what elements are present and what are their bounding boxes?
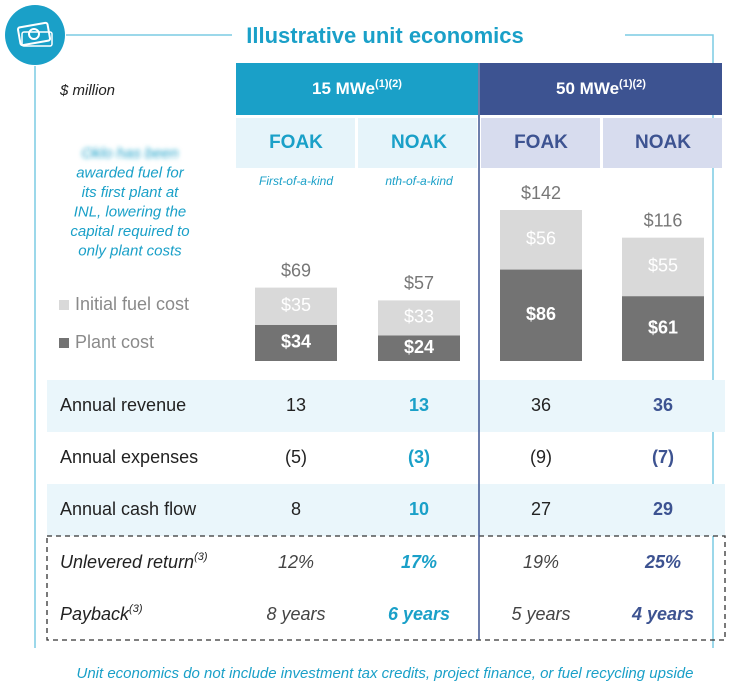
cell-value: 27 — [531, 499, 551, 519]
category-label: FOAK — [269, 132, 323, 153]
cell-value: 25% — [644, 552, 681, 572]
legend-label: Plant cost — [75, 332, 154, 352]
bar-value-label: $33 — [404, 307, 434, 327]
bar-segment — [255, 287, 337, 325]
legend-label: Initial fuel cost — [75, 294, 189, 314]
cell-value: 17% — [401, 552, 437, 572]
category-note: nth-of-a-kind — [385, 174, 453, 188]
title: Illustrative unit economics — [246, 23, 524, 48]
category-label: NOAK — [391, 132, 447, 153]
note-line: only plant costs — [78, 242, 182, 259]
cell-value: 5 years — [511, 604, 570, 624]
bar-value-label: $86 — [526, 304, 556, 324]
footnote-ref: (1)(2) — [375, 78, 402, 90]
row-label-text: Unlevered return — [60, 552, 194, 572]
footer: Unit economics do not include investment… — [77, 665, 694, 682]
cell-value: (9) — [530, 447, 552, 467]
bar-segment — [378, 300, 460, 336]
unit-note: $ million — [59, 82, 115, 99]
category-note: First-of-a-kind — [259, 174, 333, 188]
cell-value: 36 — [531, 395, 551, 415]
category-header — [481, 118, 600, 168]
note-line: awarded fuel for — [76, 164, 185, 181]
note-line: INL, lowering the — [74, 203, 187, 220]
bar-segment — [255, 324, 337, 361]
category-label: FOAK — [514, 132, 568, 153]
row-label: Annual cash flow — [60, 499, 197, 519]
row-label: Annual revenue — [60, 395, 186, 415]
cell-value: 13 — [409, 395, 429, 415]
cell-value: (3) — [408, 447, 430, 467]
bar-total-label: $142 — [521, 183, 561, 203]
category-header — [603, 118, 722, 168]
row-band — [47, 484, 725, 536]
row-label-text: Annual revenue — [60, 395, 186, 415]
legend-swatch — [59, 300, 69, 310]
bar-value-label: $35 — [281, 295, 311, 315]
cell-value: 13 — [286, 395, 306, 415]
row-label: Unlevered return(3) — [60, 551, 208, 572]
cell-value: (5) — [285, 447, 307, 467]
bar-value-label: $61 — [648, 317, 678, 337]
bar-segment — [378, 335, 460, 361]
cell-value: 4 years — [631, 604, 694, 624]
legend-swatch — [59, 338, 69, 348]
bar-value-label: $24 — [404, 337, 434, 357]
category-header — [358, 118, 477, 168]
cell-value: 36 — [653, 395, 673, 415]
note-line: capital required to — [70, 223, 189, 240]
footnote-ref: (3) — [129, 603, 143, 615]
cell-value: 12% — [278, 552, 314, 572]
bar-segment — [622, 237, 704, 297]
footnote-ref: (1)(2) — [619, 78, 646, 90]
note-line: its first plant at — [82, 184, 180, 201]
note-line: Oklo has been — [82, 145, 179, 162]
cell-value: 29 — [653, 499, 673, 519]
row-label-text: Annual expenses — [60, 447, 198, 467]
row-label-text: Annual cash flow — [60, 499, 197, 519]
frame — [34, 34, 714, 648]
group-header-label: 50 MWe(1)(2) — [556, 78, 646, 99]
row-band — [47, 380, 725, 432]
bar-value-label: $34 — [281, 332, 311, 352]
money-icon — [5, 5, 65, 65]
bar-total-label: $57 — [404, 273, 434, 293]
bar-value-label: $55 — [648, 256, 678, 276]
bar-total-label: $116 — [644, 210, 683, 230]
group-header — [480, 63, 722, 115]
group-label: 15 MWe — [312, 79, 375, 98]
cell-value: 6 years — [388, 604, 450, 624]
row-label: Payback(3) — [60, 603, 143, 624]
group-header-label: 15 MWe(1)(2) — [312, 78, 402, 99]
row-label: Annual expenses — [60, 447, 198, 467]
footnote-ref: (3) — [194, 551, 208, 563]
bar-segment — [500, 210, 582, 270]
cell-value: 10 — [409, 499, 429, 519]
bar-total-label: $69 — [281, 260, 311, 280]
bar-segment — [622, 296, 704, 361]
group-header — [236, 63, 478, 115]
cell-value: 19% — [523, 552, 559, 572]
bar-value-label: $56 — [526, 229, 556, 249]
row-label-text: Payback — [60, 604, 130, 624]
bar-segment — [500, 269, 582, 361]
category-label: NOAK — [635, 132, 691, 153]
cell-value: (7) — [652, 447, 674, 467]
returns-box — [46, 535, 726, 641]
cell-value: 8 — [291, 499, 301, 519]
cell-value: 8 years — [266, 604, 325, 624]
category-header — [236, 118, 355, 168]
group-label: 50 MWe — [556, 79, 619, 98]
